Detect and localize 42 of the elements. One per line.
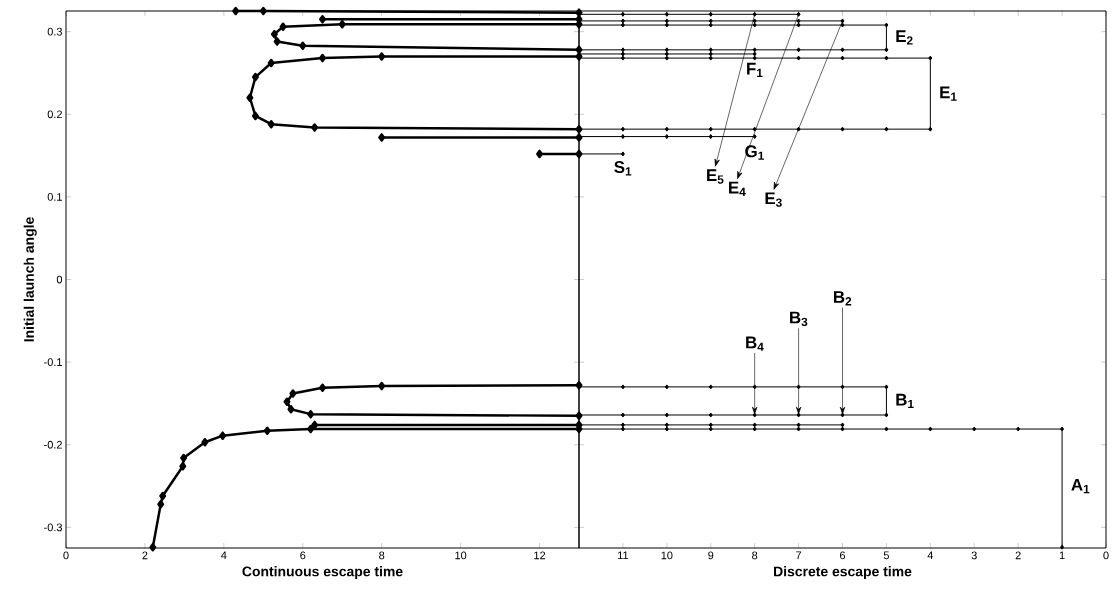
- x-tick-label: 6: [300, 551, 306, 560]
- y-tick-label: -0.3: [44, 523, 62, 532]
- annotation: B$_{1}$: [896, 393, 914, 409]
- annotation: E$_{1}$: [940, 86, 957, 101]
- annotation: F$_{1}$: [747, 62, 763, 77]
- x-tick-label: 6: [840, 551, 846, 560]
- x-tick-label: 1: [1059, 551, 1065, 560]
- x-tick-label: 11: [618, 551, 629, 560]
- x-tick-label: 2: [142, 551, 148, 560]
- y-tick-label: 0.1: [47, 193, 62, 201]
- annotation: S$_{1}$: [614, 161, 632, 176]
- annotation: E$_{2}$: [896, 30, 913, 45]
- x-tick-label: 8: [379, 551, 385, 560]
- x-tick-label: 5: [883, 551, 889, 560]
- annotation: B$_{3}$: [790, 311, 808, 327]
- x-tick-label: 8: [752, 551, 758, 560]
- x-axis-title: Continuous escape time: [242, 566, 403, 580]
- annotation: G$_{1}$: [745, 145, 764, 160]
- annotation: E$_{5}$: [707, 169, 724, 184]
- x-tick-label: 10: [661, 551, 673, 560]
- x-tick-label: 4: [927, 551, 934, 560]
- y-tick-label: 0.2: [47, 110, 62, 119]
- x-tick-label: 7: [796, 551, 802, 560]
- x-tick-label: 9: [708, 551, 714, 560]
- y-tick-label: 0.3: [47, 27, 62, 36]
- x-tick-label: 10: [455, 551, 467, 560]
- x-tick-label: 0: [63, 551, 69, 560]
- y-tick-label: -0.1: [44, 358, 62, 366]
- y-tick-label: -0.2: [44, 440, 62, 449]
- annotation: A$_{1}$: [1071, 478, 1090, 494]
- x-tick-label: 2: [1015, 551, 1021, 560]
- x-tick-label: 12: [534, 551, 546, 560]
- annotation: B$_{2}$: [833, 291, 852, 306]
- annotation: E$_{3}$: [765, 192, 782, 207]
- annotation: E$_{4}$: [729, 181, 746, 196]
- y-tick-label: 0: [56, 275, 63, 284]
- annotation: B$_{4}$: [746, 336, 764, 351]
- x-tick-label: 0: [1103, 551, 1109, 560]
- x-tick-label: 4: [221, 551, 227, 560]
- x-axis-title: Discrete escape time: [774, 566, 912, 580]
- x-tick-label: 3: [971, 551, 977, 560]
- y-axis-title: Initial launch angle: [23, 217, 37, 342]
